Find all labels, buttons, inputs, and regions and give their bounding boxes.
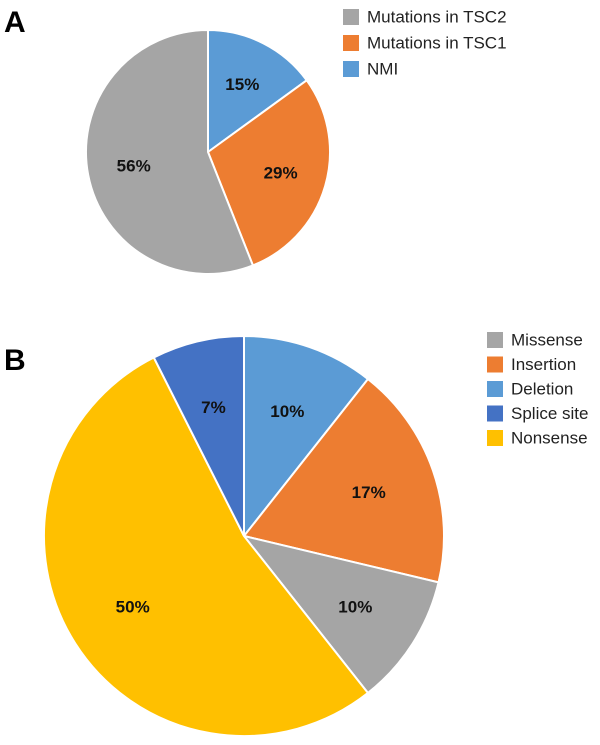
legend-b: Missense Insertion Deletion Splice site Nons…: [487, 331, 588, 448]
pie-b-slice-missense: [241, 534, 440, 695]
pie-b-slice-splice-site: [152, 334, 245, 537]
pie-a-label-mutations-in-tsc1: 29%: [264, 164, 298, 183]
legend-a-label-nmi: NMI: [367, 60, 398, 79]
legend-a: Mutations in TSC2 Mutations in TSC1 NMI: [343, 8, 507, 79]
legend-b-label-nonsense: Nonsense: [511, 429, 588, 448]
legend-b-swatch-missense: [487, 332, 503, 348]
panel-b: B 10% 17% 10% 50% 7% Missense Insertion Deleti…: [4, 331, 588, 737]
pie-b-label-splice-site: 7%: [201, 398, 226, 417]
pie-a-slice-mutations-in-tsc1: [206, 78, 331, 267]
panel-b-letter: B: [4, 344, 26, 377]
pie-b-label-missense: 10%: [338, 598, 372, 617]
pie-b-label-insertion: 17%: [352, 483, 386, 502]
pie-b-label-deletion: 10%: [270, 402, 304, 421]
legend-a-swatch-nmi: [343, 61, 359, 77]
legend-b-label-missense: Missense: [511, 331, 583, 350]
pie-b: 10% 17% 10% 50% 7%: [42, 334, 445, 737]
pie-b-slice-insertion: [242, 377, 445, 584]
legend-b-label-insertion: Insertion: [511, 355, 576, 374]
legend-a-swatch-mutations-in-tsc2: [343, 9, 359, 25]
legend-b-label-splice-site: Splice site: [511, 404, 588, 423]
pie-b-label-nonsense: 50%: [116, 598, 150, 617]
pie-a-label-mutations-in-tsc2: 56%: [117, 157, 151, 176]
pie-a-slice-mutations-in-tsc2: [84, 28, 255, 275]
legend-b-label-deletion: Deletion: [511, 380, 573, 399]
legend-a-swatch-mutations-in-tsc1: [343, 35, 359, 51]
legend-b-swatch-nonsense: [487, 430, 503, 446]
panel-a-letter: A: [4, 6, 26, 39]
pie-b-slice-nonsense: [42, 356, 370, 737]
legend-b-swatch-deletion: [487, 381, 503, 397]
legend-a-label-mutations-in-tsc2: Mutations in TSC2: [367, 8, 507, 27]
legend-a-label-mutations-in-tsc1: Mutations in TSC1: [367, 34, 507, 53]
pie-a-label-nmi: 15%: [225, 75, 259, 94]
pie-a: 15% 29% 56%: [84, 28, 331, 275]
pie-a-slice-nmi: [207, 28, 309, 154]
legend-b-swatch-splice-site: [487, 405, 503, 422]
pie-b-slice-deletion: [243, 334, 370, 539]
legend-b-swatch-insertion: [487, 356, 503, 373]
